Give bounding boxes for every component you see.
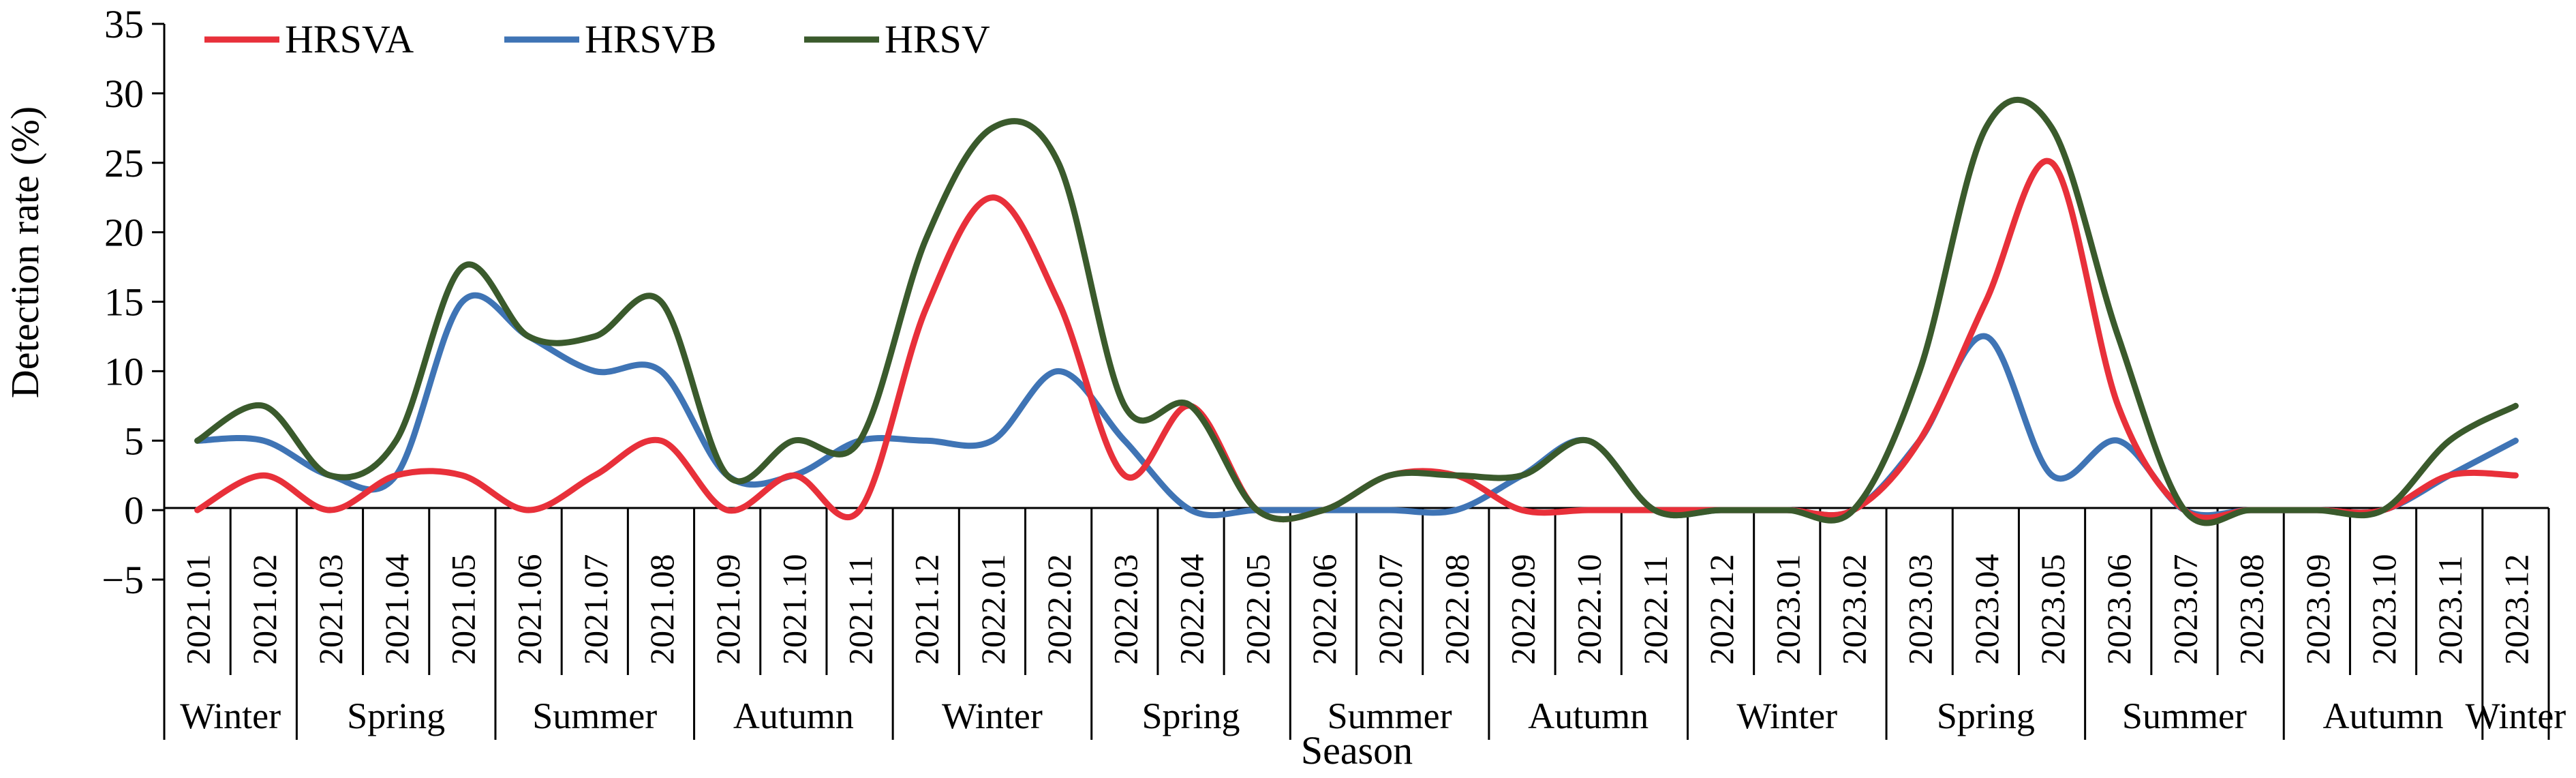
x-tick-label: 2021.04 (378, 554, 416, 665)
season-label: Summer (532, 695, 657, 736)
x-tick-label: 2021.11 (842, 555, 880, 665)
x-tick-label: 2021.02 (245, 554, 283, 665)
legend-label-hrsv: HRSV (885, 17, 990, 61)
x-tick-label: 2023.04 (1967, 554, 2006, 665)
season-label: Summer (2122, 695, 2247, 736)
x-tick-label: 2023.08 (2233, 554, 2271, 665)
x-tick-label: 2023.01 (1768, 554, 1807, 665)
y-tick-label: 10 (104, 349, 144, 393)
x-tick-label: 2022.10 (1570, 554, 1608, 665)
x-tick-label: 2023.11 (2431, 555, 2469, 665)
x-tick-label: 2023.10 (2365, 554, 2403, 665)
y-axis: 35 30 25 20 15 10 5 0 −5 (102, 2, 166, 602)
x-tick-label: 2021.01 (179, 554, 217, 665)
legend-label-hrsvb: HRSVB (585, 17, 716, 61)
y-tick-label: 30 (104, 72, 144, 116)
season-label: Winter (180, 695, 281, 736)
y-tick-label: 35 (104, 2, 144, 46)
x-tick-label: 2021.10 (775, 554, 813, 665)
x-tick-label: 2022.08 (1437, 554, 1475, 665)
x-tick-label: 2022.06 (1305, 554, 1343, 665)
season-label: Summer (1328, 695, 1452, 736)
y-tick-label: 20 (104, 211, 144, 255)
y-axis-label: Detection rate (%) (3, 106, 47, 398)
season-label: Winter (2466, 695, 2566, 736)
y-tick-label: −5 (102, 558, 144, 602)
legend-label-hrsva: HRSVA (285, 17, 414, 61)
season-label: Winter (1736, 695, 1837, 736)
season-label: Autumn (2323, 695, 2444, 736)
x-axis: 2021.01 2021.02 2021.03 2021.04 2021.05 2021.… (163, 507, 2566, 740)
y-tick-label: 5 (124, 419, 144, 463)
season-label: Spring (347, 695, 445, 736)
series-line-hrsvb (194, 292, 2519, 519)
x-tick-label: 2022.04 (1173, 554, 1211, 665)
x-tick-label: 2021.12 (908, 554, 946, 665)
y-tick-label: 15 (104, 280, 144, 325)
x-tick-label: 2023.12 (2497, 554, 2535, 665)
x-tick-label: 2023.09 (2299, 554, 2337, 665)
x-tick-label: 2022.02 (1040, 554, 1078, 665)
season-label: Autumn (733, 695, 854, 736)
x-tick-label: 2023.05 (2034, 554, 2072, 665)
y-tick-label: 25 (104, 141, 144, 185)
x-tick-label: 2022.01 (974, 554, 1012, 665)
season-label: Autumn (1528, 695, 1649, 736)
x-tick-label: 2021.07 (577, 554, 615, 665)
x-tick-label: 2022.03 (1106, 554, 1144, 665)
x-tick-label: 2023.03 (1901, 554, 1939, 665)
x-tick-label: 2022.12 (1702, 554, 1741, 665)
x-tick-label: 2021.08 (643, 554, 681, 665)
x-tick-label: 2021.09 (709, 554, 747, 665)
x-tick-label: 2023.02 (1835, 554, 1873, 665)
x-tick-label: 2022.09 (1503, 554, 1542, 665)
x-tick-label: 2022.07 (1371, 554, 1409, 665)
season-label: Winter (942, 695, 1043, 736)
season-label: Spring (1141, 695, 1240, 736)
y-tick-label: 0 (124, 488, 144, 533)
series-lines (194, 96, 2519, 526)
x-tick-label: 2023.07 (2166, 554, 2204, 665)
x-tick-label: 2022.05 (1239, 554, 1277, 665)
series-line-hrsv (194, 96, 2519, 526)
season-label: Spring (1937, 695, 2035, 736)
x-axis-label: Season (1301, 728, 1413, 773)
x-tick-label: 2023.06 (2100, 554, 2138, 665)
x-tick-label: 2021.03 (311, 554, 350, 665)
x-tick-label: 2021.05 (444, 554, 482, 665)
legend: HRSVA HRSVB HRSV (204, 17, 990, 61)
x-tick-label: 2021.06 (510, 554, 549, 665)
x-tick-label: 2022.11 (1636, 555, 1674, 665)
